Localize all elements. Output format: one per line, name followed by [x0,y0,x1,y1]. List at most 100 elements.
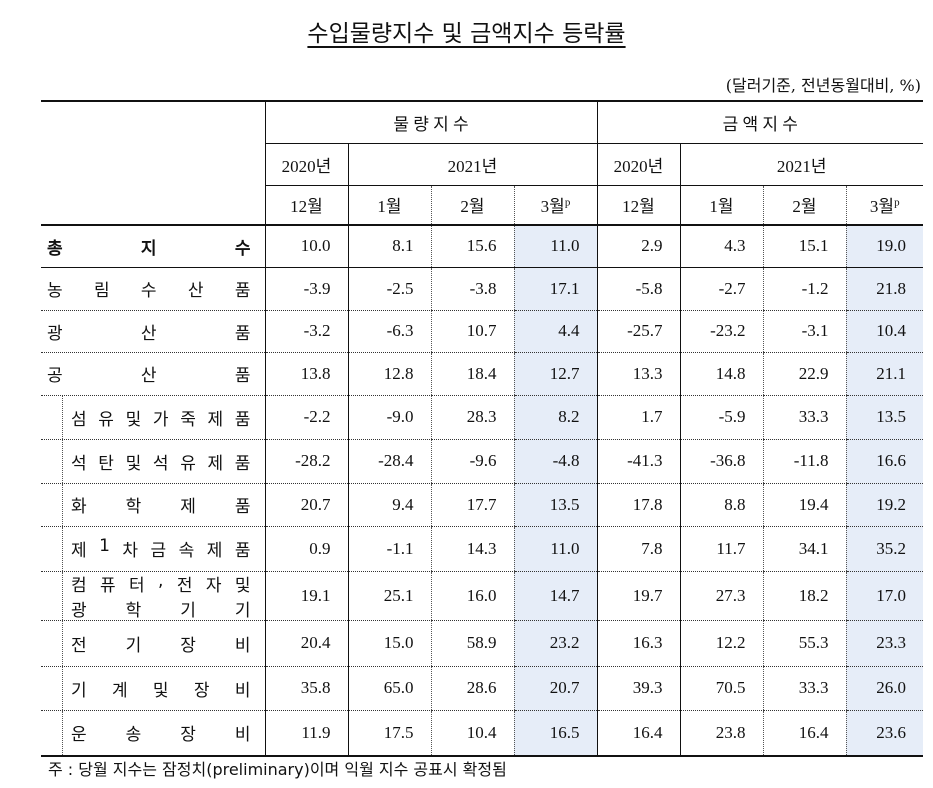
value-cell: 20.7 [513,666,597,711]
value-cell: 21.1 [845,352,923,396]
value-cell: 16.4 [596,710,680,757]
value-cell: 16.3 [596,620,680,667]
value-cell: 20.4 [264,620,348,667]
value-cell: 19.2 [845,483,923,527]
table-row: 화 학 제 품 20.7 9.4 17.7 13.5 17.8 8.8 19.4 19.2 [41,483,923,527]
value-cell: 10.0 [264,225,348,268]
value-cell: 8.1 [347,225,431,268]
value-cell: -6.3 [347,310,431,353]
preliminary-mark: p [564,196,571,209]
value-cell: 18.2 [762,571,846,621]
value-cell: 33.3 [762,666,846,711]
value-cell: 1.7 [596,395,680,440]
table-row: 전 기 장 비 20.4 15.0 58.9 23.2 16.3 12.2 55.3 23.3 [41,620,923,667]
value-cell: -1.1 [347,526,431,572]
table-row: 총 지 수 10.0 8.1 15.6 11.0 2.9 4.3 15.1 19.0 [41,225,923,268]
header-month: 3월p [513,185,597,226]
value-cell: 17.1 [513,267,597,311]
value-cell: 13.3 [596,352,680,396]
value-cell: 25.1 [347,571,431,621]
value-cell: -2.5 [347,267,431,311]
value-cell: 4.4 [513,310,597,353]
value-cell: 19.4 [762,483,846,527]
month-label: 12월 [622,197,655,217]
table-row: 공 산 품 13.8 12.8 18.4 12.7 13.3 14.8 22.9 21.1 [41,352,923,396]
header-month: 12월 [264,185,348,226]
month-label: 3월 [540,197,565,217]
value-cell: 12.8 [347,352,431,396]
header-year-2020: 2020년 [264,143,348,186]
value-cell: 33.3 [762,395,846,440]
value-cell: 28.6 [430,666,514,711]
month-label: 1월 [709,197,734,217]
table-row: 컴 퓨 터, 전 자 및 광 학 기 기 19.1 25.1 16.0 14.7 19.7 27.3 18.2 1… [41,570,923,621]
table-row: 제 1 차 금 속 제 품 0.9 -1.1 14.3 11.0 7.8 11.7 34.1 35.2 [41,526,923,572]
header-month: 1월 [347,185,431,226]
value-cell: 13.8 [264,352,348,396]
value-cell: 8.8 [679,483,763,527]
value-cell: 16.0 [430,571,514,621]
value-cell: 17.5 [347,710,431,757]
title-text: 수입물량지수 및 금액지수 등락률 [307,21,626,47]
value-cell: 26.0 [845,666,923,711]
value-cell: 16.6 [845,439,923,484]
value-cell: 8.2 [513,395,597,440]
table-row: 섬 유 및 가 죽 제 품 -2.2 -9.0 28.3 8.2 1.7 -5.9 33.3 13.5 [41,395,923,440]
value-cell: 17.8 [596,483,680,527]
value-cell: 11.9 [264,710,348,757]
header-value-index: 금 액 지 수 [596,100,923,144]
table-row: 광 산 품 -3.2 -6.3 10.7 4.4 -25.7 -23.2 -3.1 10.4 [41,310,923,353]
value-cell: 21.8 [845,267,923,311]
table-row: 농 림 수 산 품 -3.9 -2.5 -3.8 17.1 -5.8 -2.7 -1.2 21.8 [41,267,923,311]
value-cell: 19.7 [596,571,680,621]
value-cell: -4.8 [513,439,597,484]
index-table: 물 량 지 수 금 액 지 수 2020년 2021년 2020년 2021년 … [41,100,923,757]
value-cell: 23.3 [845,620,923,667]
month-label: 3월 [869,197,895,217]
month-label: 1월 [377,197,402,217]
value-cell: 65.0 [347,666,431,711]
value-cell: 20.7 [264,483,348,527]
table-row: 운 송 장 비 11.9 17.5 10.4 16.5 16.4 23.8 16.4 23.6 [41,710,923,757]
value-cell: -1.2 [762,267,846,311]
value-cell: 13.5 [513,483,597,527]
value-cell: 23.6 [845,710,923,757]
value-cell: -9.0 [347,395,431,440]
header-month: 2월 [430,185,514,226]
header-month: 12월 [596,185,680,226]
value-cell: -36.8 [679,439,763,484]
value-cell: 15.6 [430,225,514,268]
value-cell: 10.7 [430,310,514,353]
value-cell: 11.0 [513,526,597,572]
month-label: 2월 [792,197,817,217]
value-cell: 28.3 [430,395,514,440]
value-cell: 14.3 [430,526,514,572]
value-cell: -25.7 [596,310,680,353]
value-cell: 15.1 [762,225,846,268]
header-month: 1월 [679,185,763,226]
month-label: 12월 [290,197,323,217]
value-cell: 9.4 [347,483,431,527]
value-cell: -28.2 [264,439,348,484]
value-cell: 58.9 [430,620,514,667]
preliminary-mark: p [894,196,900,209]
table-row: 기 계 및 장 비 35.8 65.0 28.6 20.7 39.3 70.5 33.3 26.0 [41,666,923,711]
value-cell: 23.2 [513,620,597,667]
value-cell: 0.9 [264,526,348,572]
